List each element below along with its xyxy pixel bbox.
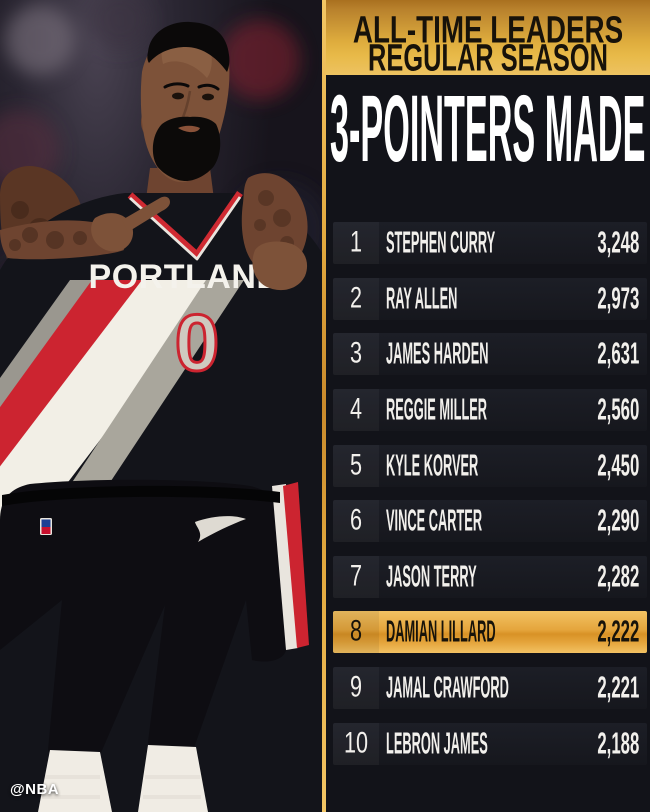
svg-text:0: 0 <box>175 298 220 387</box>
